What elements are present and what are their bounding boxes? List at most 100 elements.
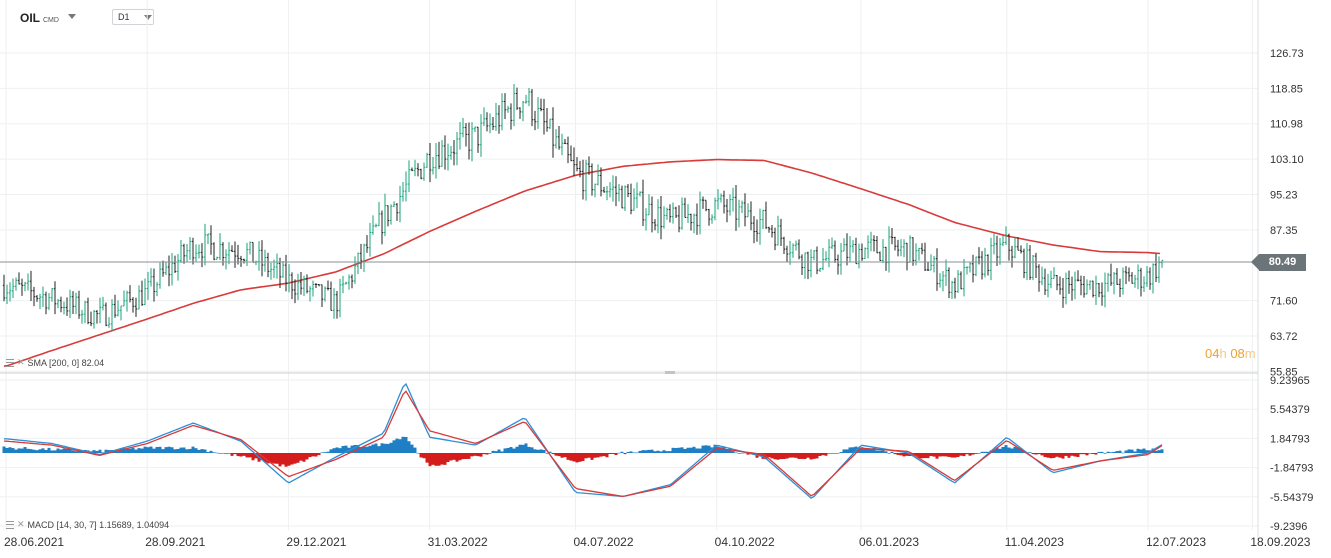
settings-icon[interactable] [6,520,14,529]
macd-histogram-bar [794,453,798,458]
macd-histogram-bar [662,450,666,454]
macd-histogram-bar [140,448,144,454]
candle [374,223,378,228]
candle [197,244,201,259]
candle [860,243,864,261]
candle [311,280,315,297]
macd-histogram-bar [65,449,69,454]
macd-histogram-bar [557,453,561,457]
candle [299,271,303,295]
candle [1157,256,1161,283]
candle [632,188,636,211]
candle [155,281,159,297]
candle [566,136,570,164]
macd-histogram-bar [179,447,183,454]
candle [260,240,264,277]
macd-histogram-bar [707,445,711,454]
macd-histogram-bar [434,453,438,466]
macd-indicator-label[interactable]: ✕ MACD [14, 30, 7] 1.15689, 1.04094 [6,519,169,530]
candle [1061,278,1065,308]
macd-tick-label: 9.23965 [1270,375,1310,387]
macd-histogram-bar [374,443,378,454]
macd-histogram-bar [386,443,390,454]
pane-resize-handle[interactable] [665,371,675,374]
date-tick-label: 04.07.2022 [573,535,633,549]
macd-histogram-bar [719,447,723,454]
candle [1139,267,1143,297]
candle [953,277,957,299]
candle [506,105,510,113]
macd-histogram-bar [47,447,51,454]
macd-histogram-bar [671,447,675,454]
macd-histogram-bar [680,447,684,454]
macd-histogram-bar [611,453,615,454]
candle [74,292,78,315]
candle [962,258,966,297]
candle [254,260,258,266]
macd-histogram-bar [1136,448,1140,454]
macd-histogram-bar [941,453,945,457]
candle [305,274,309,294]
candle [473,126,477,133]
candle [1151,263,1155,294]
symbol-selector[interactable]: OIL CMD [20,11,59,25]
candle [158,262,162,289]
macd-histogram-bar [161,449,165,454]
candle [287,264,291,293]
close-icon[interactable]: ✕ [17,357,25,367]
macd-histogram-bar [521,444,525,454]
candle [902,239,906,258]
macd-histogram-bar [1130,449,1134,454]
candle [440,139,444,167]
candle [1040,266,1044,286]
macd-histogram-bar [290,453,294,465]
macd-histogram-bar [362,446,366,454]
macd-histogram-bar [170,447,174,454]
candle [986,254,990,276]
macd-histogram-bar [932,453,936,457]
settings-icon[interactable] [6,358,14,367]
sma-indicator-label[interactable]: ✕ SMA [200, 0] 82.04 [6,357,104,368]
macd-histogram-bar [2,446,6,454]
macd-histogram-bar [8,447,12,454]
macd-axis: 9.23965 5.54379 1.84793 -1.84793 -5.54379 -9.… [1270,375,1313,533]
macd-histogram-bar [659,451,663,454]
macd-histogram-bar [1028,452,1032,454]
close-icon[interactable]: ✕ [17,519,25,529]
candle [353,256,357,284]
symbol-dropdown-caret-icon[interactable] [68,14,76,19]
candle [533,110,537,131]
candle [908,235,912,263]
macd-histogram-bar [1019,448,1023,454]
macd-histogram-bar [1010,448,1014,454]
macd-histogram-bar [380,443,384,454]
candle [1007,233,1011,261]
date-tick-label: 28.09.2021 [145,535,205,549]
date-tick-label: 06.01.2023 [859,535,919,549]
macd-histogram-bar [1055,453,1059,457]
macd-histogram-bar [308,453,312,458]
macd-histogram-bar [1133,451,1137,454]
candle [320,284,324,308]
macd-histogram-bar [95,450,99,454]
signal-line [3,390,1163,497]
candle [434,143,438,179]
candle [1145,266,1149,287]
candle [926,262,930,271]
macd-histogram-bar [698,448,702,454]
candle [329,281,333,311]
candle [404,171,408,202]
candle [200,243,204,268]
candle [395,203,399,221]
candle [203,223,207,266]
candle [1010,245,1014,268]
timeframe-select[interactable]: D1 [112,9,154,25]
macd-histogram-bar [479,453,483,457]
candle [392,201,396,207]
candle [515,87,519,110]
candle [458,121,462,150]
candle [83,300,87,324]
candle [431,157,435,175]
macd-histogram-bar [212,452,216,454]
